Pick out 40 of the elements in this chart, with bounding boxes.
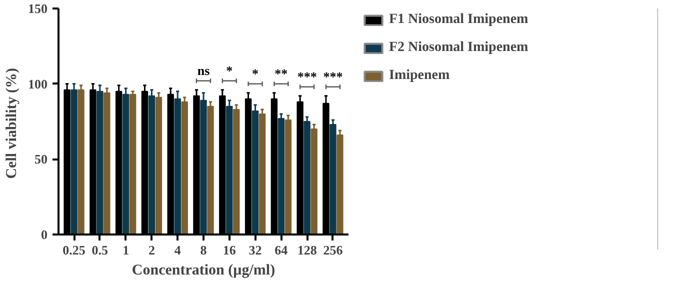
x-tick-label: 4 xyxy=(174,242,182,258)
y-axis-title: Cell viability (%) xyxy=(4,68,20,179)
bar xyxy=(78,89,84,234)
y-tick-label: 150 xyxy=(28,1,48,16)
y-tick-label: 50 xyxy=(34,152,48,167)
annotation: * xyxy=(226,62,233,78)
x-tick-label: 0.5 xyxy=(92,242,109,258)
legend-label: Imipenem xyxy=(389,68,450,84)
x-tick-label: 16 xyxy=(222,242,236,258)
bar xyxy=(304,121,310,234)
x-tick-label: 8 xyxy=(200,242,208,258)
annotation: * xyxy=(252,66,259,81)
x-tick-label: 2 xyxy=(148,242,155,258)
x-tick-label: 256 xyxy=(323,242,344,258)
bar xyxy=(258,113,266,234)
annotation: *** xyxy=(297,68,317,84)
bar xyxy=(336,134,344,234)
bar xyxy=(233,108,240,234)
x-tick-label: 64 xyxy=(274,242,288,258)
x-axis-title: Concentration (µg/ml) xyxy=(132,262,276,278)
bar xyxy=(155,96,162,234)
bar xyxy=(330,124,336,234)
x-tick-label: 32 xyxy=(248,242,262,258)
x-tick-label: 0.25 xyxy=(62,242,86,258)
annotation: ns xyxy=(197,62,210,78)
legend-label: F1 Niosomal Imipenem xyxy=(389,12,528,28)
annotation: *** xyxy=(323,68,343,84)
bar xyxy=(129,94,136,234)
annotation: ** xyxy=(274,66,288,81)
y-tick-label: 100 xyxy=(28,76,48,92)
bar xyxy=(207,106,214,234)
x-tick-label: 1 xyxy=(122,242,130,258)
bar xyxy=(310,128,318,234)
legend-label: F2 Niosomal Imipenem xyxy=(389,40,528,56)
bar xyxy=(181,101,188,234)
y-tick-label: 0 xyxy=(41,227,48,242)
bar xyxy=(278,118,285,234)
x-tick-label: 128 xyxy=(297,242,318,258)
bar xyxy=(104,92,110,234)
bar xyxy=(284,119,292,234)
